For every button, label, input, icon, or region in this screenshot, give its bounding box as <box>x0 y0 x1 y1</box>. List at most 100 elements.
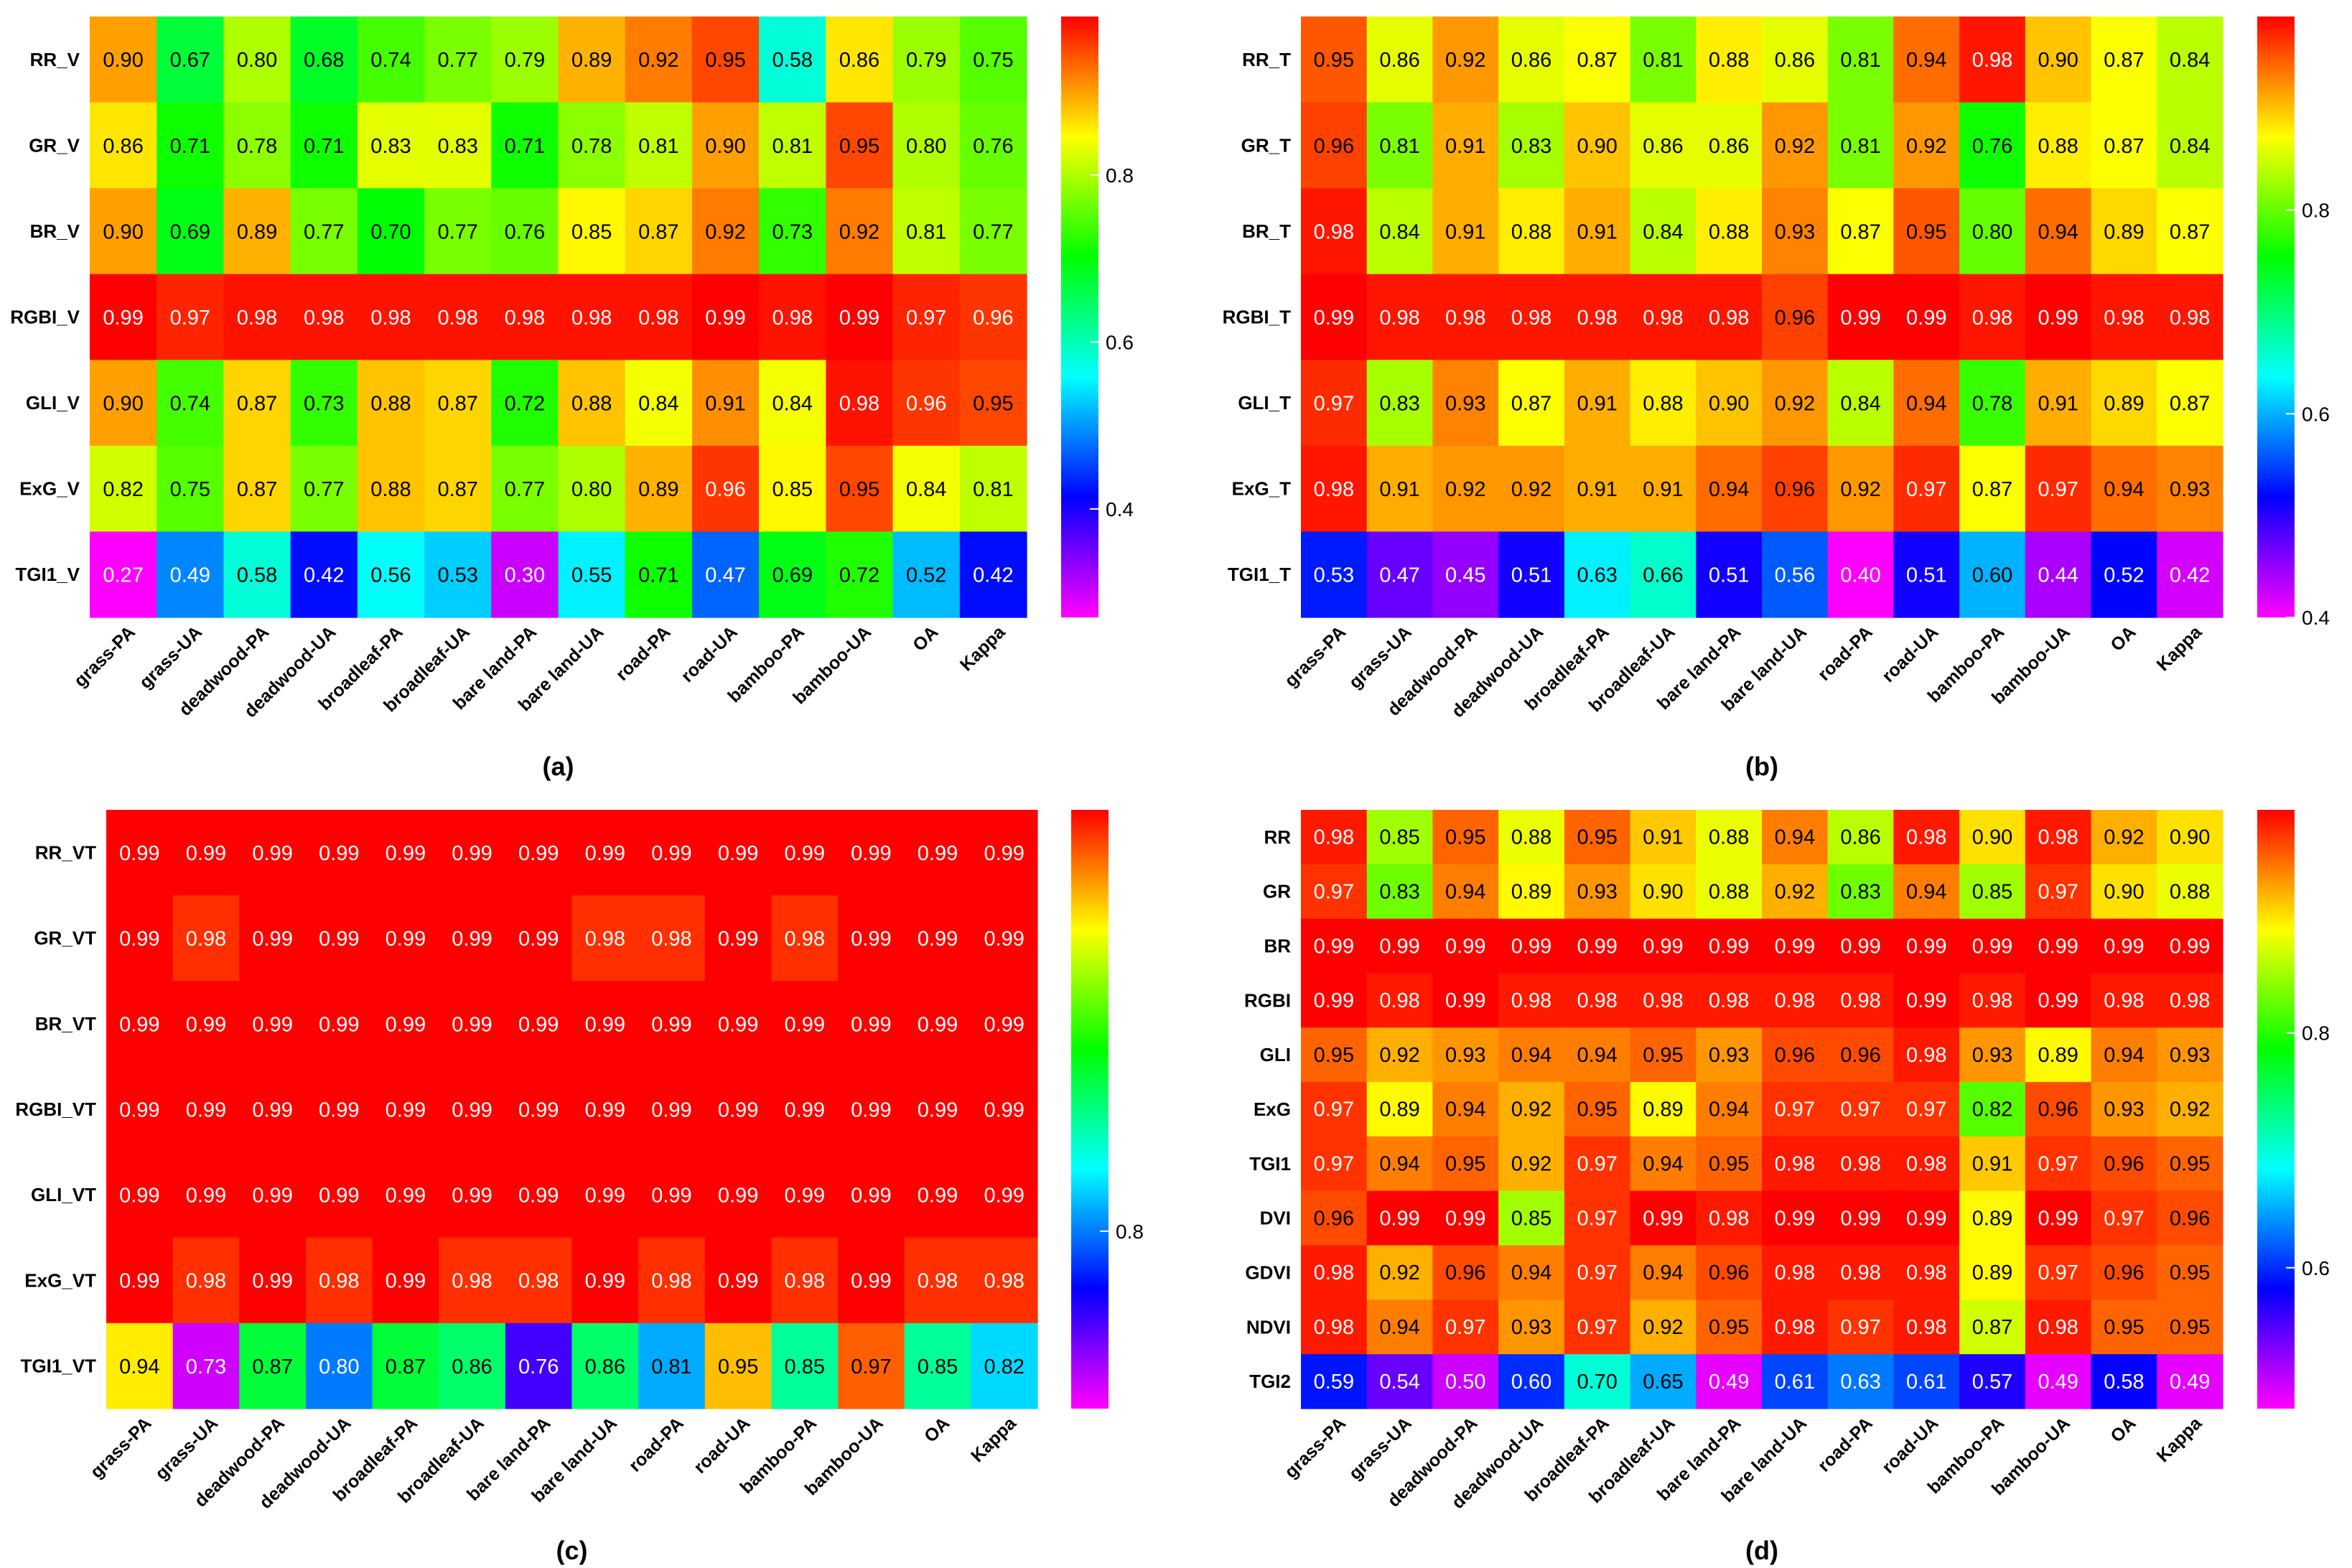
heatmap-cell-BR_VT-bare land-UA <box>571 981 639 1068</box>
heatmap-cell-DVI-road-UA <box>1893 1190 1960 1246</box>
cell-value-label: 0.95 <box>1445 1153 1485 1176</box>
heatmap-cell-TGI2-deadwood-UA <box>1498 1354 1565 1409</box>
cell-value-label: 0.98 <box>2104 307 2144 330</box>
heatmap-cell-RGBI_V-bamboo-UA <box>826 274 894 360</box>
heatmap-cell-GLI_T-bamboo-PA <box>1959 360 2026 447</box>
cell-value-label: 0.90 <box>705 135 745 158</box>
cell-value-label: 0.98 <box>1775 1316 1815 1339</box>
heatmap-cell-RR_V-road-UA <box>691 17 760 103</box>
cell-value-label: 0.88 <box>1511 220 1551 243</box>
cell-value-label: 0.99 <box>1314 989 1354 1012</box>
heatmap-cell-RR_V-bare land-PA <box>491 17 559 103</box>
cell-value-label: 0.92 <box>1906 135 1946 158</box>
cell-value-label: 0.50 <box>1445 1371 1485 1394</box>
cell-value-label: 0.96 <box>1709 1261 1749 1284</box>
heatmap-cell-GLI_T-broadleaf-PA <box>1564 360 1631 447</box>
heatmap-cell-GLI_VT-deadwood-UA <box>305 1152 373 1238</box>
heatmap-cell-DVI-grass-UA <box>1366 1190 1434 1246</box>
cell-value-label: 0.85 <box>1511 1207 1551 1230</box>
row-label: GR_V <box>29 134 80 156</box>
cell-value-label: 0.49 <box>170 564 210 587</box>
cell-value-label: 0.98 <box>1577 307 1617 330</box>
heatmap-cell-RR_T-OA <box>2091 17 2157 103</box>
cell-value-label: 0.99 <box>1445 989 1485 1012</box>
cell-value-label: 0.89 <box>1379 1098 1419 1121</box>
cell-value-label: 0.98 <box>1906 1316 1946 1339</box>
cell-value-label: 0.98 <box>2170 989 2210 1012</box>
heatmap-cell-BR_T-bamboo-PA <box>1959 188 2026 275</box>
cell-value-label: 0.76 <box>1972 135 2012 158</box>
heatmap-cell-GLI_V-Kappa <box>959 360 1027 447</box>
heatmap-cell-BR-road-UA <box>1893 918 1960 974</box>
cell-value-label: 0.96 <box>1445 1261 1485 1284</box>
heatmap-cell-ExG-bamboo-UA <box>2025 1082 2092 1137</box>
heatmap-cell-GLI_T-road-PA <box>1827 360 1895 447</box>
heatmap-cell-RGBI-grass-PA <box>1301 973 1368 1028</box>
cell-value-label: 0.99 <box>1840 307 1880 330</box>
heatmap-cell-RGBI_VT-bamboo-UA <box>838 1066 905 1153</box>
heatmap-cell-RR_VT-bamboo-UA <box>838 810 905 896</box>
heatmap-cell-TGI1-bare land-UA <box>1762 1136 1829 1192</box>
row-label: TGI1 <box>1249 1153 1291 1175</box>
heatmap-cell-ExG-deadwood-UA <box>1498 1082 1565 1137</box>
cell-value-label: 0.99 <box>984 928 1024 951</box>
heatmap-cell-TGI1_T-deadwood-PA <box>1432 531 1499 618</box>
cell-value-label: 0.89 <box>2104 393 2144 416</box>
heatmap-cell-ExG_T-broadleaf-UA <box>1630 445 1697 533</box>
heatmap-cell-RGBI-road-UA <box>1893 973 1960 1028</box>
heatmap-cell-ExG_VT-broadleaf-PA <box>372 1237 439 1324</box>
cell-value-label: 0.83 <box>1840 880 1880 903</box>
column-label: road-UA <box>1878 622 1943 686</box>
heatmap-cell-GLI_VT-bare land-PA <box>505 1152 573 1238</box>
heatmap-cell-TGI1_T-Kappa <box>2157 531 2223 618</box>
cell-value-label: 0.54 <box>1379 1371 1419 1394</box>
heatmap-cell-ExG-broadleaf-PA <box>1564 1082 1631 1137</box>
row-label: BR <box>1264 935 1291 957</box>
cell-value-label: 0.94 <box>1379 1153 1419 1176</box>
heatmap-cell-TGI1_T-grass-UA <box>1366 531 1434 618</box>
cell-value-label: 0.99 <box>103 307 143 330</box>
cell-value-label: 0.99 <box>319 842 359 865</box>
row-label: GR <box>1263 881 1291 902</box>
cell-value-label: 0.98 <box>2170 307 2210 330</box>
heatmap-cell-GR-grass-UA <box>1366 864 1434 920</box>
cell-value-label: 0.99 <box>386 928 426 951</box>
heatmap-cell-BR_T-bare land-PA <box>1696 188 1763 275</box>
heatmap-cell-ExG_V-road-PA <box>625 445 693 533</box>
heatmap-cell-RR-bamboo-PA <box>1959 810 2026 865</box>
cell-value-label: 0.94 <box>1775 826 1815 849</box>
heatmap-cell-GR-OA <box>2091 864 2157 920</box>
heatmap-cell-RR_V-deadwood-PA <box>223 17 291 103</box>
cell-value-label: 0.97 <box>1314 1153 1354 1176</box>
cell-value-label: 0.68 <box>304 49 344 72</box>
cell-value-label: 0.98 <box>984 1270 1024 1293</box>
cell-value-label: 0.63 <box>1577 564 1617 587</box>
heatmap-cell-ExG-road-UA <box>1893 1082 1960 1137</box>
heatmap-cell-RR_T-grass-UA <box>1366 17 1434 103</box>
cell-value-label: 0.98 <box>1906 1153 1946 1176</box>
heatmap-cell-NDVI-grass-PA <box>1301 1299 1368 1355</box>
heatmap-cell-GR_V-bare land-UA <box>558 102 626 189</box>
heatmap-cell-BR-OA <box>2091 918 2157 974</box>
heatmap-cell-GR-broadleaf-UA <box>1630 864 1697 920</box>
heatmap-cell-RGBI_VT-deadwood-PA <box>239 1066 307 1153</box>
heatmap-cell-TGI1_V-bare land-PA <box>491 531 559 618</box>
cell-value-label: 0.99 <box>2038 935 2078 958</box>
cell-value-label: 0.97 <box>851 1355 891 1378</box>
heatmap-cell-RGBI_T-road-PA <box>1827 274 1895 360</box>
cell-value-label: 0.97 <box>1577 1261 1617 1284</box>
heatmap-cell-RGBI-broadleaf-UA <box>1630 973 1697 1028</box>
cell-value-label: 0.94 <box>2104 1044 2144 1067</box>
heatmap-cell-GR_T-broadleaf-PA <box>1564 102 1631 189</box>
heatmap-cell-RR_T-grass-PA <box>1301 17 1368 103</box>
cell-value-label: 0.98 <box>1840 1153 1880 1176</box>
heatmap-cell-BR_VT-grass-UA <box>172 981 240 1068</box>
cell-value-label: 0.59 <box>1314 1371 1354 1394</box>
heatmap-cell-GR_T-Kappa <box>2157 102 2223 189</box>
heatmap-cell-BR-road-PA <box>1827 918 1895 974</box>
heatmap-cell-BR_T-grass-PA <box>1301 188 1368 275</box>
cell-value-label: 0.98 <box>839 393 879 416</box>
heatmap-cell-DVI-deadwood-PA <box>1432 1190 1499 1246</box>
heatmap-cell-ExG_T-OA <box>2091 445 2157 533</box>
heatmap-cell-GLI_V-deadwood-PA <box>223 360 291 447</box>
